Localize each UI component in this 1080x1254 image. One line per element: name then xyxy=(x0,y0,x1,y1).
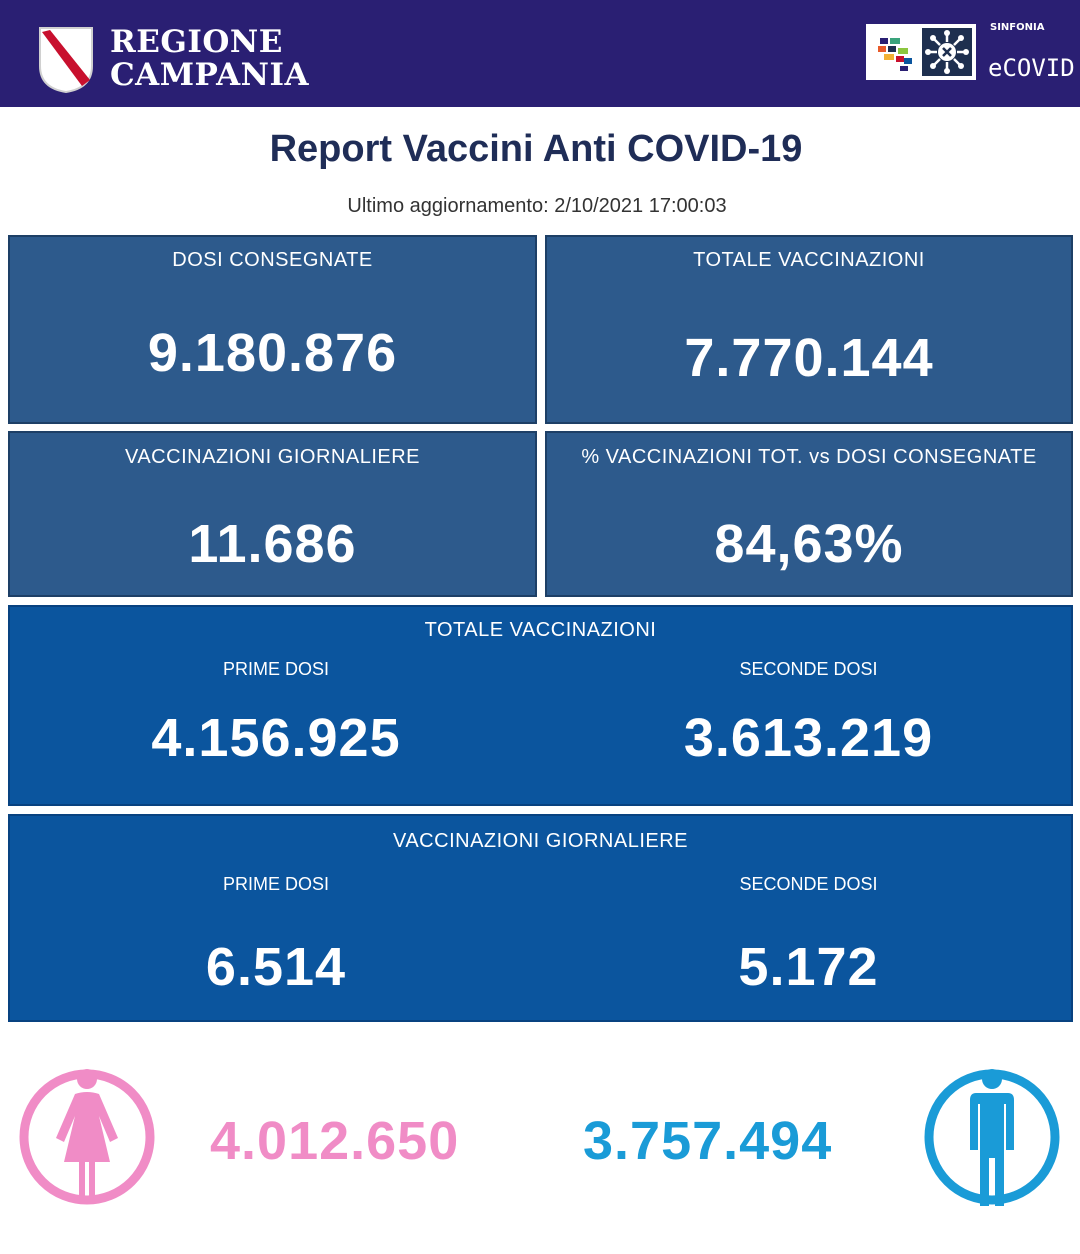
region-name-line2: CAMPANIA xyxy=(110,57,310,93)
sinfonia-mosaic-icon xyxy=(870,28,918,76)
card-vaccinazioni-giornaliere: VACCINAZIONI GIORNALIERE 11.686 xyxy=(8,431,537,597)
prime-dosi-value: 6.514 xyxy=(205,937,347,997)
card-percentuale: % VACCINAZIONI TOT. vs DOSI CONSEGNATE 8… xyxy=(545,431,1073,597)
ecovid-label: eCOVID xyxy=(988,54,1075,82)
card-value: 7.770.144 xyxy=(684,328,934,388)
card-label: DOSI CONSEGNATE xyxy=(172,249,373,271)
page-title: Report Vaccini Anti COVID-19 xyxy=(269,128,803,170)
card-dosi-consegnate: DOSI CONSEGNATE 9.180.876 xyxy=(8,235,537,424)
card-label: TOTALE VACCINAZIONI xyxy=(693,249,925,271)
virus-icon xyxy=(922,28,972,76)
card-totale-vaccinazioni: TOTALE VACCINAZIONI 7.770.144 xyxy=(545,235,1073,424)
seconde-dosi-value: 3.613.219 xyxy=(683,708,934,768)
male-vaccinations-value: 3.757.494 xyxy=(583,1111,833,1171)
prime-dosi-label: PRIME DOSI xyxy=(222,659,329,679)
card-value: 11.686 xyxy=(188,514,357,574)
seconde-dosi-label: SECONDE DOSI xyxy=(739,659,878,679)
female-icon xyxy=(19,1069,155,1205)
seconde-dosi-value: 5.172 xyxy=(738,937,879,997)
card-value: 9.180.876 xyxy=(147,323,398,383)
card-label: VACCINAZIONI GIORNALIERE xyxy=(124,446,420,468)
seconde-dosi-label: SECONDE DOSI xyxy=(739,874,878,894)
female-vaccinations-value: 4.012.650 xyxy=(210,1111,460,1171)
region-name-line1: REGIONE xyxy=(110,24,283,60)
prime-dosi-label: PRIME DOSI xyxy=(222,874,329,894)
sinfonia-logo xyxy=(866,24,976,80)
header-bar: REGIONE CAMPANIA xyxy=(0,0,1080,107)
prime-dosi-value: 4.156.925 xyxy=(151,708,401,768)
panel-label: TOTALE VACCINAZIONI xyxy=(424,619,657,641)
male-icon xyxy=(924,1069,1060,1206)
card-label: % VACCINAZIONI TOT. vs DOSI CONSEGNATE xyxy=(581,446,1037,468)
sinfonia-label: SINFONIA xyxy=(990,22,1045,33)
region-name: REGIONE CAMPANIA xyxy=(110,26,309,92)
panel-label: VACCINAZIONI GIORNALIERE xyxy=(392,830,688,852)
card-value: 84,63% xyxy=(714,514,904,574)
panel-vaccinazioni-giornaliere: VACCINAZIONI GIORNALIERE PRIME DOSI 6.51… xyxy=(8,814,1073,1022)
panel-totale-vaccinazioni: TOTALE VACCINAZIONI PRIME DOSI 4.156.925… xyxy=(8,605,1073,806)
last-updated: Ultimo aggiornamento: 2/10/2021 17:00:03 xyxy=(347,195,727,217)
region-crest-icon xyxy=(39,27,93,94)
